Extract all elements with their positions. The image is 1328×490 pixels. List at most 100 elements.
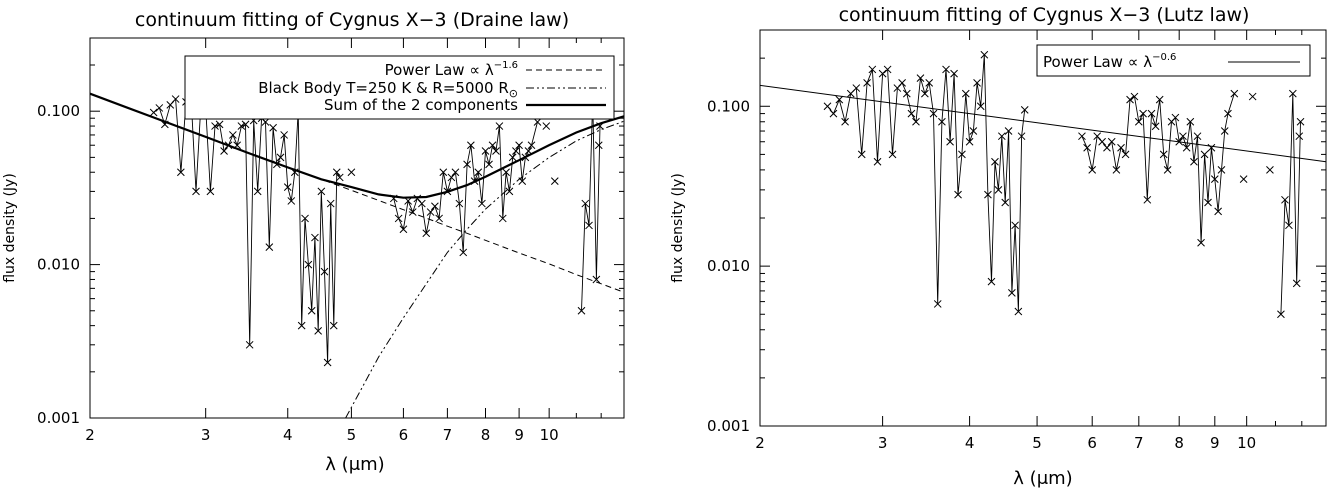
data-point [878, 69, 887, 78]
data-point [542, 122, 551, 130]
data-point [1217, 166, 1226, 174]
draine-chart: continuum fitting of Cygnus X−3 (Draine … [2, 9, 625, 475]
data-point [925, 79, 934, 87]
data-point [1277, 310, 1285, 319]
data-point [317, 187, 326, 196]
data-point [1001, 198, 1010, 207]
data-point [594, 141, 603, 150]
x-tick-label: 8 [481, 426, 491, 444]
data-point [527, 141, 536, 150]
data-point [898, 79, 906, 87]
observed-line [827, 54, 1026, 312]
data-point [1266, 166, 1274, 174]
data-point [451, 168, 460, 177]
series-group [90, 92, 624, 418]
x-tick-labels: 2 3 4 5 6 7 8 9 10 [755, 434, 1256, 452]
y-tick-labels: 0.001 0.010 0.100 [707, 97, 750, 435]
data-point [823, 102, 832, 111]
data-point [873, 157, 882, 166]
data-point [585, 221, 593, 230]
x-tick-label: 5 [1032, 434, 1042, 452]
data-point [1143, 195, 1152, 204]
data-point [155, 104, 164, 112]
data-point [512, 147, 520, 155]
data-point [439, 168, 448, 177]
data-point [835, 95, 844, 104]
data-point [399, 225, 408, 234]
data-point [498, 214, 507, 223]
data-point [1220, 127, 1229, 135]
data-point [347, 168, 356, 177]
y-tick-label: 0.001 [707, 417, 750, 435]
legend-label-power-law: Power Law ∝ λ−1.6 [385, 60, 518, 79]
y-tick-label: 0.001 [37, 409, 80, 427]
data-point [1197, 238, 1205, 247]
data-point [211, 122, 219, 130]
data-point [176, 168, 185, 177]
plot-frame [89, 37, 625, 419]
data-point [969, 127, 978, 135]
series-group [760, 50, 1326, 319]
data-point [492, 147, 500, 155]
data-point [1155, 95, 1164, 104]
x-tick-label: 6 [1087, 434, 1097, 452]
data-point [1224, 109, 1232, 118]
data-point [1190, 157, 1198, 166]
data-point [332, 168, 341, 177]
data-point [1134, 117, 1143, 126]
data-point [581, 199, 590, 208]
data-point [426, 208, 435, 216]
data-point [1200, 150, 1209, 159]
data-point [220, 147, 228, 155]
data-point [215, 120, 224, 129]
data-point [320, 267, 329, 276]
data-point [1295, 132, 1304, 141]
data-point [245, 340, 254, 349]
data-point [958, 150, 966, 159]
data-point [467, 141, 475, 150]
data-point [149, 108, 158, 117]
data-point [888, 150, 897, 159]
data-point [455, 199, 464, 208]
data-point [1117, 143, 1125, 152]
data-point [192, 187, 200, 196]
data-point [265, 243, 274, 251]
data-point [550, 177, 559, 185]
data-point [857, 150, 866, 159]
data-point [431, 202, 439, 211]
data-point [508, 153, 517, 162]
observed-line [1280, 93, 1301, 315]
data-point [515, 141, 523, 150]
data-point [533, 118, 542, 126]
data-point [1163, 166, 1172, 174]
data-point [435, 214, 443, 223]
data-point [912, 117, 920, 126]
data-point [1288, 89, 1297, 98]
data-point [1292, 279, 1301, 288]
data-point [241, 120, 250, 129]
model-line-power-law [760, 84, 1326, 163]
data-point [1126, 95, 1134, 104]
data-point [474, 168, 483, 177]
data-point [280, 131, 289, 139]
data-point [326, 199, 335, 208]
y-tick-label: 0.100 [707, 97, 750, 115]
data-point [495, 122, 504, 130]
chart-title: continuum fitting of Cygnus X−3 (Draine … [135, 9, 569, 31]
data-point [961, 89, 970, 98]
legend-box [1036, 44, 1311, 77]
data-point [1151, 122, 1160, 131]
data-point [394, 214, 403, 223]
x-tick-label: 9 [514, 426, 524, 444]
observed-line [153, 95, 341, 363]
data-point [1083, 143, 1091, 152]
data-point [1017, 132, 1026, 141]
data-point [907, 109, 916, 118]
legend: Power Law ∝ λ−0.6 [1036, 44, 1311, 77]
data-point [422, 229, 431, 238]
data-point [976, 102, 985, 111]
x-tick-label: 10 [540, 426, 559, 444]
data-point [863, 79, 871, 87]
data-point [841, 117, 849, 126]
x-tick-label: 6 [399, 426, 409, 444]
